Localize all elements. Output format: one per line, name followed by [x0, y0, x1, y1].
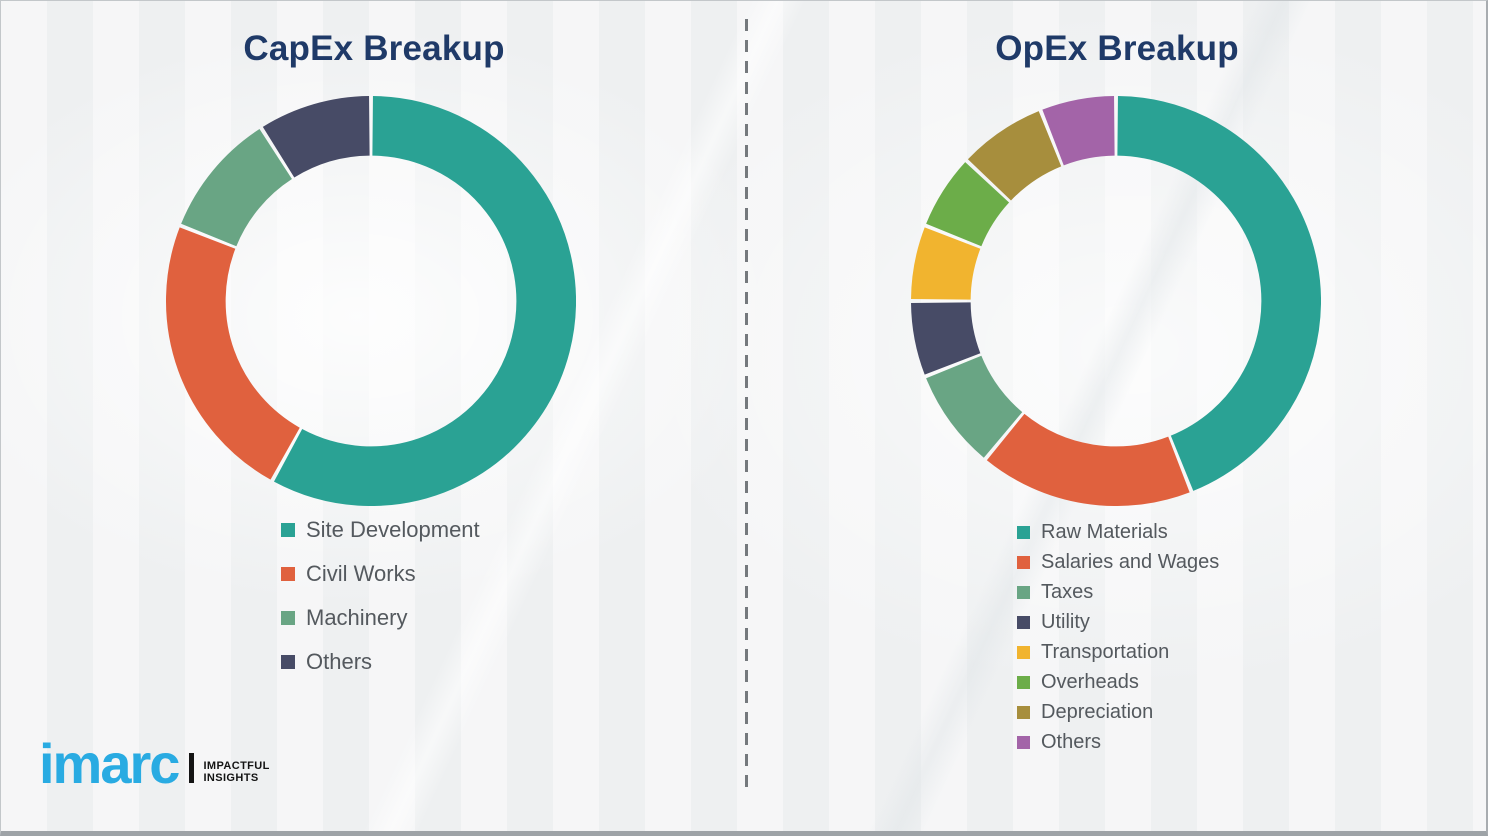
legend-item: Depreciation — [1017, 697, 1219, 727]
legend-color-swatch — [1017, 615, 1030, 629]
legend-label: Overheads — [1041, 670, 1139, 693]
legend-label: Others — [1041, 730, 1102, 753]
imarc-logo-divider-bar — [189, 753, 195, 784]
imarc-logo-tagline-line1: IMPACTFUL — [203, 760, 270, 773]
donut-segment-machinery — [181, 128, 293, 247]
legend-label: Raw Materials — [1041, 520, 1168, 543]
legend-color-swatch — [1017, 555, 1030, 569]
legend-item: Salaries and Wages — [1017, 547, 1219, 577]
donut-segment-transportation — [911, 227, 981, 301]
legend-label: Transportation — [1041, 640, 1170, 663]
legend-color-swatch — [281, 567, 295, 581]
legend-label: Utility — [1041, 610, 1090, 633]
legend-label: Machinery — [306, 605, 408, 630]
legend-color-swatch — [281, 523, 295, 537]
legend-item: Others — [281, 640, 480, 684]
legend-item: Overheads — [1017, 667, 1219, 697]
legend-label: Taxes — [1041, 580, 1094, 603]
legend-item: Site Development — [281, 508, 480, 552]
donut-segment-others — [262, 96, 371, 178]
legend-item: Transportation — [1017, 637, 1219, 667]
legend-label: Salaries and Wages — [1041, 550, 1220, 573]
opex-chart-title: OpEx Breakup — [995, 29, 1239, 68]
legend-color-swatch — [1017, 645, 1030, 659]
imarc-logo: imarc IMPACTFUL INSIGHTS — [39, 732, 270, 795]
legend-item: Machinery — [281, 596, 480, 640]
opex-donut-chart — [911, 96, 1321, 506]
imarc-logo-wordmark: imarc — [39, 732, 180, 795]
legend-color-swatch — [281, 611, 295, 625]
legend-color-swatch — [1017, 735, 1030, 749]
legend-item: Civil Works — [281, 552, 480, 596]
legend-item: Raw Materials — [1017, 517, 1219, 547]
legend-color-swatch — [1017, 585, 1030, 599]
donut-segment-civil-works — [166, 227, 301, 480]
legend-item: Taxes — [1017, 577, 1219, 607]
opex-legend: Raw Materials Salaries and Wages Taxes Util… — [1017, 517, 1219, 757]
legend-label: Civil Works — [306, 561, 416, 586]
donut-segment-site-development — [274, 96, 576, 506]
legend-color-swatch — [281, 655, 295, 669]
donut-segment-salaries-and-wages — [986, 413, 1190, 506]
capex-chart-title: CapEx Breakup — [243, 29, 505, 68]
donut-segment-taxes — [926, 355, 1023, 458]
legend-label: Site Development — [306, 517, 480, 542]
donut-segment-overheads — [926, 162, 1010, 247]
legend-item: Others — [1017, 727, 1219, 757]
imarc-logo-tagline: IMPACTFUL INSIGHTS — [203, 761, 269, 784]
imarc-logo-tagline-line2: INSIGHTS — [203, 771, 259, 784]
legend-color-swatch — [1017, 705, 1030, 719]
legend-color-swatch — [1017, 675, 1030, 689]
capex-donut-chart — [166, 96, 576, 506]
legend-item: Utility — [1017, 607, 1219, 637]
legend-label: Depreciation — [1041, 700, 1154, 723]
donut-segment-depreciation — [967, 111, 1062, 202]
vertical-dashed-divider — [745, 19, 748, 791]
donut-segment-utility — [911, 301, 981, 375]
legend-label: Others — [306, 649, 373, 674]
capex-legend: Site Development Civil Works Machinery Othe… — [281, 508, 480, 684]
legend-color-swatch — [1017, 525, 1030, 539]
donut-segment-others — [1042, 96, 1116, 166]
donut-segment-raw-materials — [1116, 96, 1321, 491]
